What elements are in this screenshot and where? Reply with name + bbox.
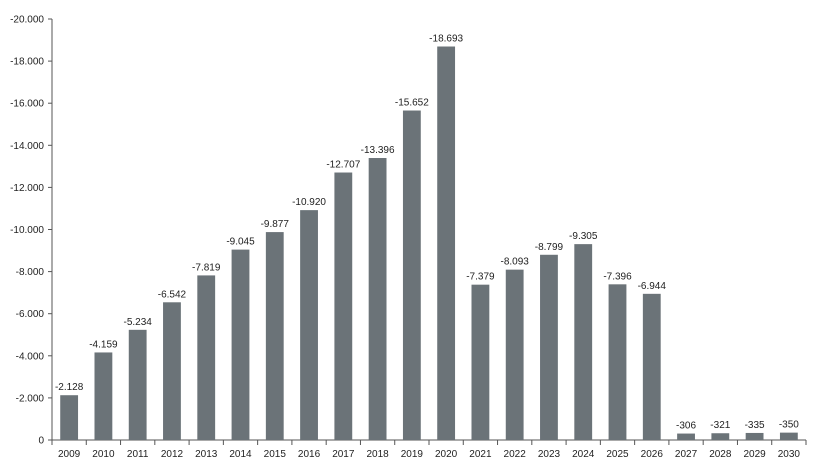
- data-label-2027: -306: [676, 421, 696, 432]
- y-tick-label: -2.000: [16, 393, 45, 404]
- y-tick-label: -20.000: [10, 15, 44, 26]
- data-label-2017: -12.707: [326, 160, 360, 171]
- x-tick-label: 2030: [778, 449, 801, 460]
- data-label-2014: -9.045: [226, 237, 255, 248]
- data-label-2029: -335: [745, 420, 765, 431]
- bar-2017: [334, 172, 353, 441]
- data-label-2020: -18.693: [429, 34, 463, 45]
- data-label-2026: -6.944: [638, 281, 667, 292]
- x-tick-label: 2015: [264, 449, 287, 460]
- x-tick-label: 2011: [127, 449, 149, 460]
- x-tick-label: 2016: [298, 449, 321, 460]
- bar-2028: [711, 433, 730, 440]
- data-label-2009: -2.128: [55, 382, 84, 393]
- bar-2015: [265, 232, 284, 440]
- x-tick-label: 2028: [709, 449, 732, 460]
- bar-2025: [608, 284, 627, 440]
- bars: [60, 46, 798, 441]
- data-label-2018: -13.396: [361, 145, 395, 156]
- bar-2013: [197, 275, 216, 440]
- y-axis: 0 -2.000 -4.000 -6.000 -8.000 -10.000 -12.000 -…: [10, 15, 53, 447]
- bar-2023: [540, 254, 558, 440]
- x-tick-label: 2017: [332, 449, 355, 460]
- y-tick-label: -18.000: [10, 57, 44, 68]
- bar-2011: [128, 329, 147, 440]
- y-tick-label: 0: [38, 436, 44, 447]
- bar-2012: [163, 302, 181, 440]
- x-tick-label: 2021: [469, 449, 492, 460]
- y-tick-label: -4.000: [16, 351, 45, 362]
- bar-2016: [300, 210, 318, 440]
- data-labels: -2.128 -4.159 -5.234 -6.542 -7.819 -9.045 -9.8…: [55, 34, 799, 432]
- y-tick-label: -6.000: [16, 309, 45, 320]
- data-label-2016: -10.920: [292, 197, 326, 208]
- bar-2026: [642, 293, 661, 440]
- bar-2024: [574, 244, 593, 440]
- bar-2019: [402, 110, 421, 441]
- x-tick-label: 2014: [229, 449, 252, 460]
- data-label-2025: -7.396: [603, 271, 632, 282]
- x-tick-label: 2018: [366, 449, 389, 460]
- data-label-2030: -350: [779, 420, 799, 431]
- data-label-2011: -5.234: [124, 317, 153, 328]
- data-label-2019: -15.652: [395, 98, 429, 109]
- bar-2014: [231, 249, 250, 440]
- x-tick-label: 2022: [504, 449, 527, 460]
- y-tick-label: -16.000: [10, 99, 44, 110]
- x-tick-label: 2009: [58, 449, 81, 460]
- data-label-2023: -8.799: [535, 242, 564, 253]
- bar-2018: [368, 158, 387, 440]
- bar-2029: [745, 432, 764, 440]
- x-tick-label: 2023: [538, 449, 561, 460]
- y-tick-label: -8.000: [16, 267, 45, 278]
- data-label-2013: -7.819: [192, 262, 221, 273]
- x-tick-label: 2013: [195, 449, 218, 460]
- bar-2030: [779, 432, 798, 440]
- data-label-2022: -8.093: [501, 257, 530, 268]
- x-tick-label: 2020: [435, 449, 458, 460]
- x-tick-label: 2026: [641, 449, 664, 460]
- bar-2010: [94, 352, 113, 440]
- data-label-2028: -321: [710, 420, 730, 431]
- y-tick-label: -12.000: [10, 183, 44, 194]
- bar-2021: [471, 284, 490, 440]
- x-tick-label: 2024: [572, 449, 595, 460]
- x-tick-label: 2019: [401, 449, 424, 460]
- data-label-2021: -7.379: [466, 272, 495, 283]
- data-label-2015: -9.877: [261, 219, 290, 230]
- y-tick-label: -14.000: [10, 141, 44, 152]
- data-label-2024: -9.305: [569, 231, 598, 242]
- bar-2022: [505, 269, 524, 440]
- data-label-2010: -4.159: [89, 339, 118, 350]
- bar-2009: [60, 395, 79, 440]
- x-tick-label: 2010: [92, 449, 115, 460]
- x-tick-label: 2012: [161, 449, 184, 460]
- x-tick-label: 2027: [675, 449, 698, 460]
- data-label-2012: -6.542: [158, 289, 187, 300]
- x-axis: 2009 2010 2011 2012 2013 2014 2015 2016 2017 2018…: [51, 439, 807, 460]
- bar-2027: [677, 433, 695, 440]
- x-tick-label: 2025: [606, 449, 629, 460]
- bar-2020: [437, 46, 456, 440]
- x-tick-label: 2029: [743, 449, 766, 460]
- y-tick-label: -10.000: [10, 225, 44, 236]
